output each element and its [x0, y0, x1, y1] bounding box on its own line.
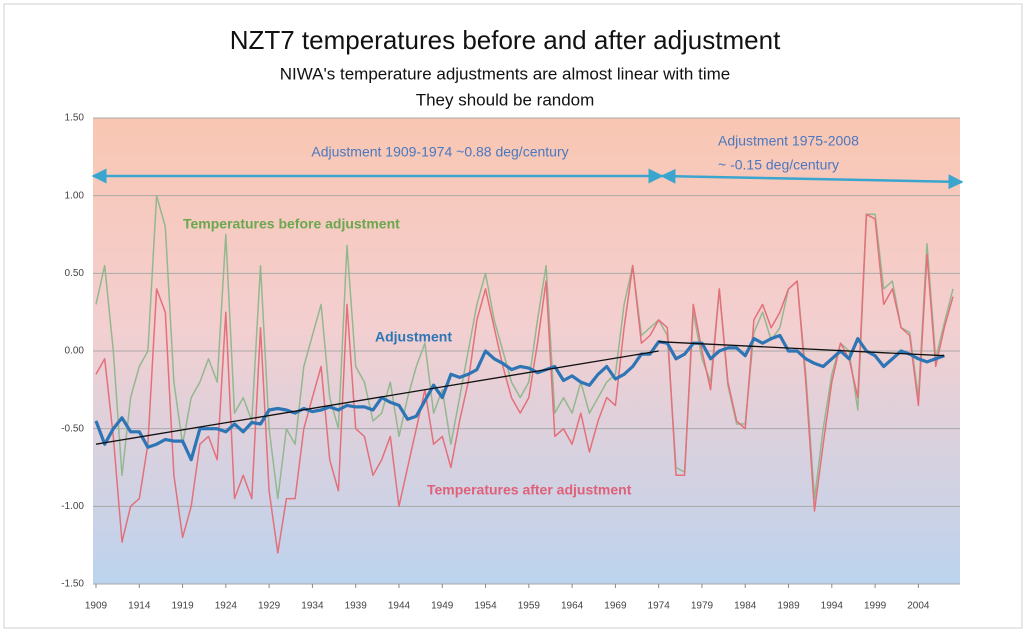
y-tick-label: -1.50: [61, 579, 84, 590]
x-tick-label: 2004: [907, 601, 930, 612]
chart-subtitle: NIWA's temperature adjustments are almos…: [280, 64, 730, 83]
series-label: Temperatures after adjustment: [427, 482, 632, 498]
y-tick-label: 0.00: [65, 346, 85, 357]
x-tick-label: 1919: [171, 601, 194, 612]
annotation: Adjustment 1975-2008: [718, 133, 859, 149]
x-tick-label: 1909: [85, 601, 108, 612]
annotation: Adjustment 1909-1974 ~0.88 deg/century: [311, 144, 568, 160]
x-tick-label: 1994: [821, 601, 844, 612]
x-tick-label: 1989: [777, 601, 800, 612]
lines: [94, 194, 954, 554]
series-label: Adjustment: [375, 329, 452, 345]
trend-line: [658, 341, 945, 357]
x-tick-label: 1939: [345, 601, 368, 612]
series-line: [94, 333, 945, 462]
period-arrow: [660, 168, 964, 190]
x-tick-label: 1949: [431, 601, 454, 612]
x-tick-label: 1974: [648, 601, 671, 612]
x-tick-label: 1924: [215, 601, 238, 612]
series-label: Temperatures before adjustment: [183, 216, 400, 232]
x-tick-label: 1914: [128, 601, 151, 612]
x-tick-label: 1954: [474, 601, 497, 612]
x-tick-label: 1944: [388, 601, 411, 612]
y-tick-label: -0.50: [61, 423, 84, 434]
series-line: [95, 213, 954, 554]
x-tick-label: 1984: [734, 601, 757, 612]
x-tick-label: 1979: [691, 601, 714, 612]
trend-line: [95, 350, 659, 445]
x-tick-label: 1964: [561, 601, 584, 612]
x-tick-label: 1969: [604, 601, 627, 612]
x-tick-label: 1929: [258, 601, 281, 612]
y-tick-label: 0.50: [65, 268, 85, 279]
y-tick-label: -1.00: [61, 501, 84, 512]
x-tick-label: 1959: [518, 601, 541, 612]
chart-title: NZT7 temperatures before and after adjus…: [230, 25, 781, 55]
x-tick-label: 1934: [301, 601, 324, 612]
y-tick-label: 1.00: [65, 190, 85, 201]
x-tick-label: 1999: [864, 601, 887, 612]
annotation: ~ -0.15 deg/century: [718, 157, 839, 173]
chart-subtitle: They should be random: [416, 90, 595, 109]
y-tick-label: 1.50: [65, 113, 85, 124]
